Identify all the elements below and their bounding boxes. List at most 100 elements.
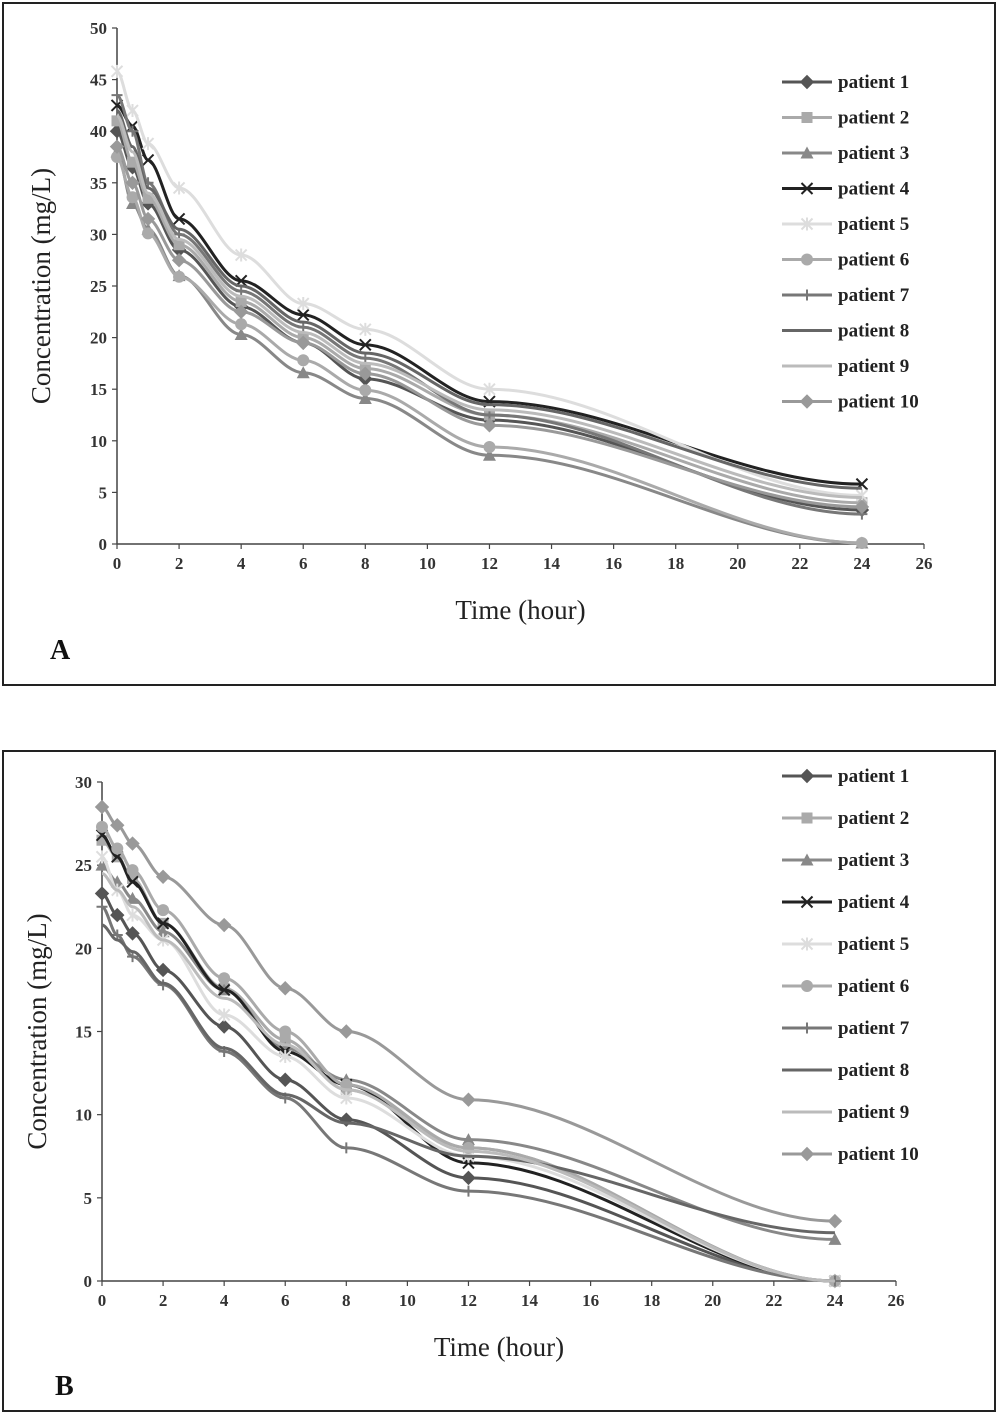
legend-marker [801,812,813,824]
data-point [126,875,139,889]
legend-item: patient 3 [782,143,909,164]
series-line [101,871,835,1283]
data-point [155,869,171,885]
data-point [462,1185,474,1197]
data-point [110,907,125,923]
x-tick-label: 4 [237,554,246,573]
legend-marker [800,895,814,909]
y-tick-label: 40 [90,122,107,141]
x-tick-label: 10 [399,1291,416,1310]
data-point [94,886,110,901]
legend-item: patient 1 [782,72,909,93]
x-tick-label: 12 [460,1291,477,1310]
series-9 [101,871,835,1283]
x-tick-label: 24 [853,554,871,573]
series-8 [115,109,862,490]
x-tick-label: 0 [113,554,122,573]
panel-label: B [55,1371,74,1402]
legend-marker [800,182,814,195]
data-point [340,1142,352,1154]
legend-item: patient 6 [782,250,909,271]
y-tick-label: 30 [75,773,92,792]
legend-item: patient 5 [782,934,909,955]
data-point [461,1092,476,1107]
x-tick-label: 4 [220,1291,229,1310]
y-tick-label: 15 [75,1023,92,1042]
x-tick-label: 6 [281,1291,290,1310]
panel-label: A [50,635,71,666]
data-point [297,308,310,322]
data-point [235,295,247,307]
legend-label: patient 5 [838,934,909,955]
data-point [173,270,186,283]
data-point [172,212,186,226]
x-tick-label: 26 [916,554,933,573]
legend-marker [799,74,815,90]
legend-item: patient 6 [782,976,909,997]
legend-item: patient 7 [782,285,910,306]
data-point [156,917,170,930]
data-point [339,1024,354,1039]
legend-label: patient 3 [838,143,909,164]
legend-label: patient 1 [838,72,909,93]
series-line [101,905,835,1283]
legend-marker [799,768,815,784]
data-point [157,904,170,917]
series-10 [109,139,870,515]
data-point [855,536,868,549]
x-tick-label: 26 [888,1291,905,1310]
y-axis-title: Concentration (mg/L) [26,168,56,404]
data-point [94,799,110,815]
y-tick-label: 0 [99,535,108,554]
data-point [96,901,108,913]
legend-marker [799,394,815,409]
data-point [126,191,139,204]
series-3 [110,145,869,549]
data-point [127,156,139,168]
data-point [279,1049,292,1063]
legend-marker [800,853,814,866]
legend-marker [801,112,813,123]
legend-marker [800,217,814,231]
x-tick-label: 20 [704,1291,721,1310]
legend-marker [801,1022,813,1034]
data-point [126,891,140,904]
data-point [155,962,171,978]
y-tick-label: 5 [99,483,108,502]
legend-item: patient 2 [782,108,909,129]
data-point [482,418,497,433]
series-10 [94,799,843,1229]
data-point [297,354,310,367]
y-tick-label: 25 [75,856,92,875]
legend-item: patient 1 [782,766,909,787]
data-point [218,972,231,985]
data-point [125,175,140,191]
data-point [141,137,155,151]
legend-label: patient 5 [838,214,909,235]
data-point [482,448,496,461]
chart-panel-b: 0 5 10 15 20 25 30 0 2 4 6 8 10 12 14 16 18 20 22 24 26 Time … [2,750,996,1412]
data-point [141,153,155,167]
data-point [340,1091,353,1105]
data-point [126,104,139,118]
x-tick-label: 14 [543,554,561,573]
legend-item: patient 3 [782,850,909,871]
data-point [358,366,373,381]
x-tick-label: 18 [643,1291,660,1310]
data-point [278,981,293,996]
legend-marker [800,937,814,951]
data-point [278,1072,293,1087]
data-point [296,335,311,350]
legend-label: patient 7 [838,285,910,306]
legend-label: patient 3 [838,850,909,871]
legend-item: patient 10 [782,392,919,413]
data-point [216,1019,232,1034]
chart-panel-a: 0 5 10 15 20 25 30 35 40 45 50 0 2 4 6 8 10 12 14 16 18 20 22 2… [2,2,996,686]
data-point [217,983,231,997]
data-point [140,211,156,227]
data-point [358,391,372,404]
legend-label: patient 4 [838,892,910,913]
data-point [125,926,140,941]
